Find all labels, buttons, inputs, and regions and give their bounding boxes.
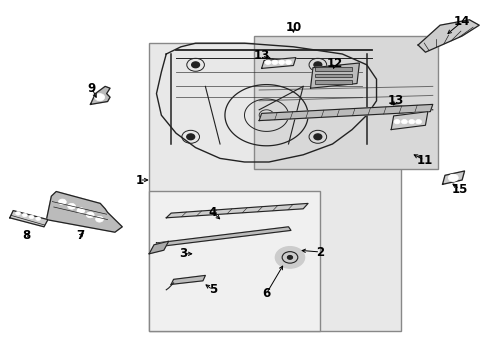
Circle shape [313,134,321,140]
Polygon shape [10,211,48,227]
Text: 2: 2 [316,246,324,258]
Polygon shape [442,171,464,184]
Circle shape [186,134,194,140]
Circle shape [447,174,457,181]
Text: 5: 5 [208,283,216,296]
Bar [315,74,351,77]
Text: 1: 1 [135,174,143,186]
Polygon shape [417,20,478,52]
Circle shape [264,60,270,64]
Text: 4: 4 [208,206,216,219]
Bar [315,80,351,84]
Circle shape [29,215,34,219]
Bar [254,36,437,169]
Polygon shape [171,275,205,284]
Circle shape [275,247,304,268]
Polygon shape [261,58,295,68]
Circle shape [67,203,76,209]
Circle shape [271,60,277,64]
Polygon shape [166,203,307,218]
Text: 13: 13 [253,49,269,62]
Bar [149,43,400,331]
Text: 12: 12 [326,57,343,69]
Text: 3: 3 [179,247,187,260]
Polygon shape [90,86,110,104]
Polygon shape [149,241,168,254]
Circle shape [22,213,27,217]
Bar [315,67,351,71]
Text: 15: 15 [450,183,467,195]
Circle shape [285,60,291,64]
Circle shape [59,199,66,205]
Circle shape [77,208,85,213]
Text: 11: 11 [415,154,432,167]
Circle shape [278,60,284,64]
Polygon shape [310,63,359,88]
Polygon shape [390,112,427,130]
Polygon shape [259,104,432,121]
Circle shape [415,120,421,124]
Text: 14: 14 [453,15,469,28]
Circle shape [191,62,199,68]
Bar [149,191,320,331]
Text: 13: 13 [387,94,404,107]
Circle shape [408,120,414,124]
Circle shape [36,217,41,221]
Text: 8: 8 [22,229,30,242]
Text: 7: 7 [77,229,84,242]
Circle shape [95,216,103,222]
Circle shape [95,94,104,101]
Text: 6: 6 [262,287,270,300]
Circle shape [287,256,292,259]
Circle shape [393,120,399,124]
Circle shape [16,212,20,215]
Circle shape [86,212,94,218]
Text: 9: 9 [88,82,96,95]
Circle shape [313,62,321,68]
Circle shape [401,120,407,124]
Polygon shape [46,192,122,232]
Text: 10: 10 [285,21,301,33]
Polygon shape [156,227,290,247]
